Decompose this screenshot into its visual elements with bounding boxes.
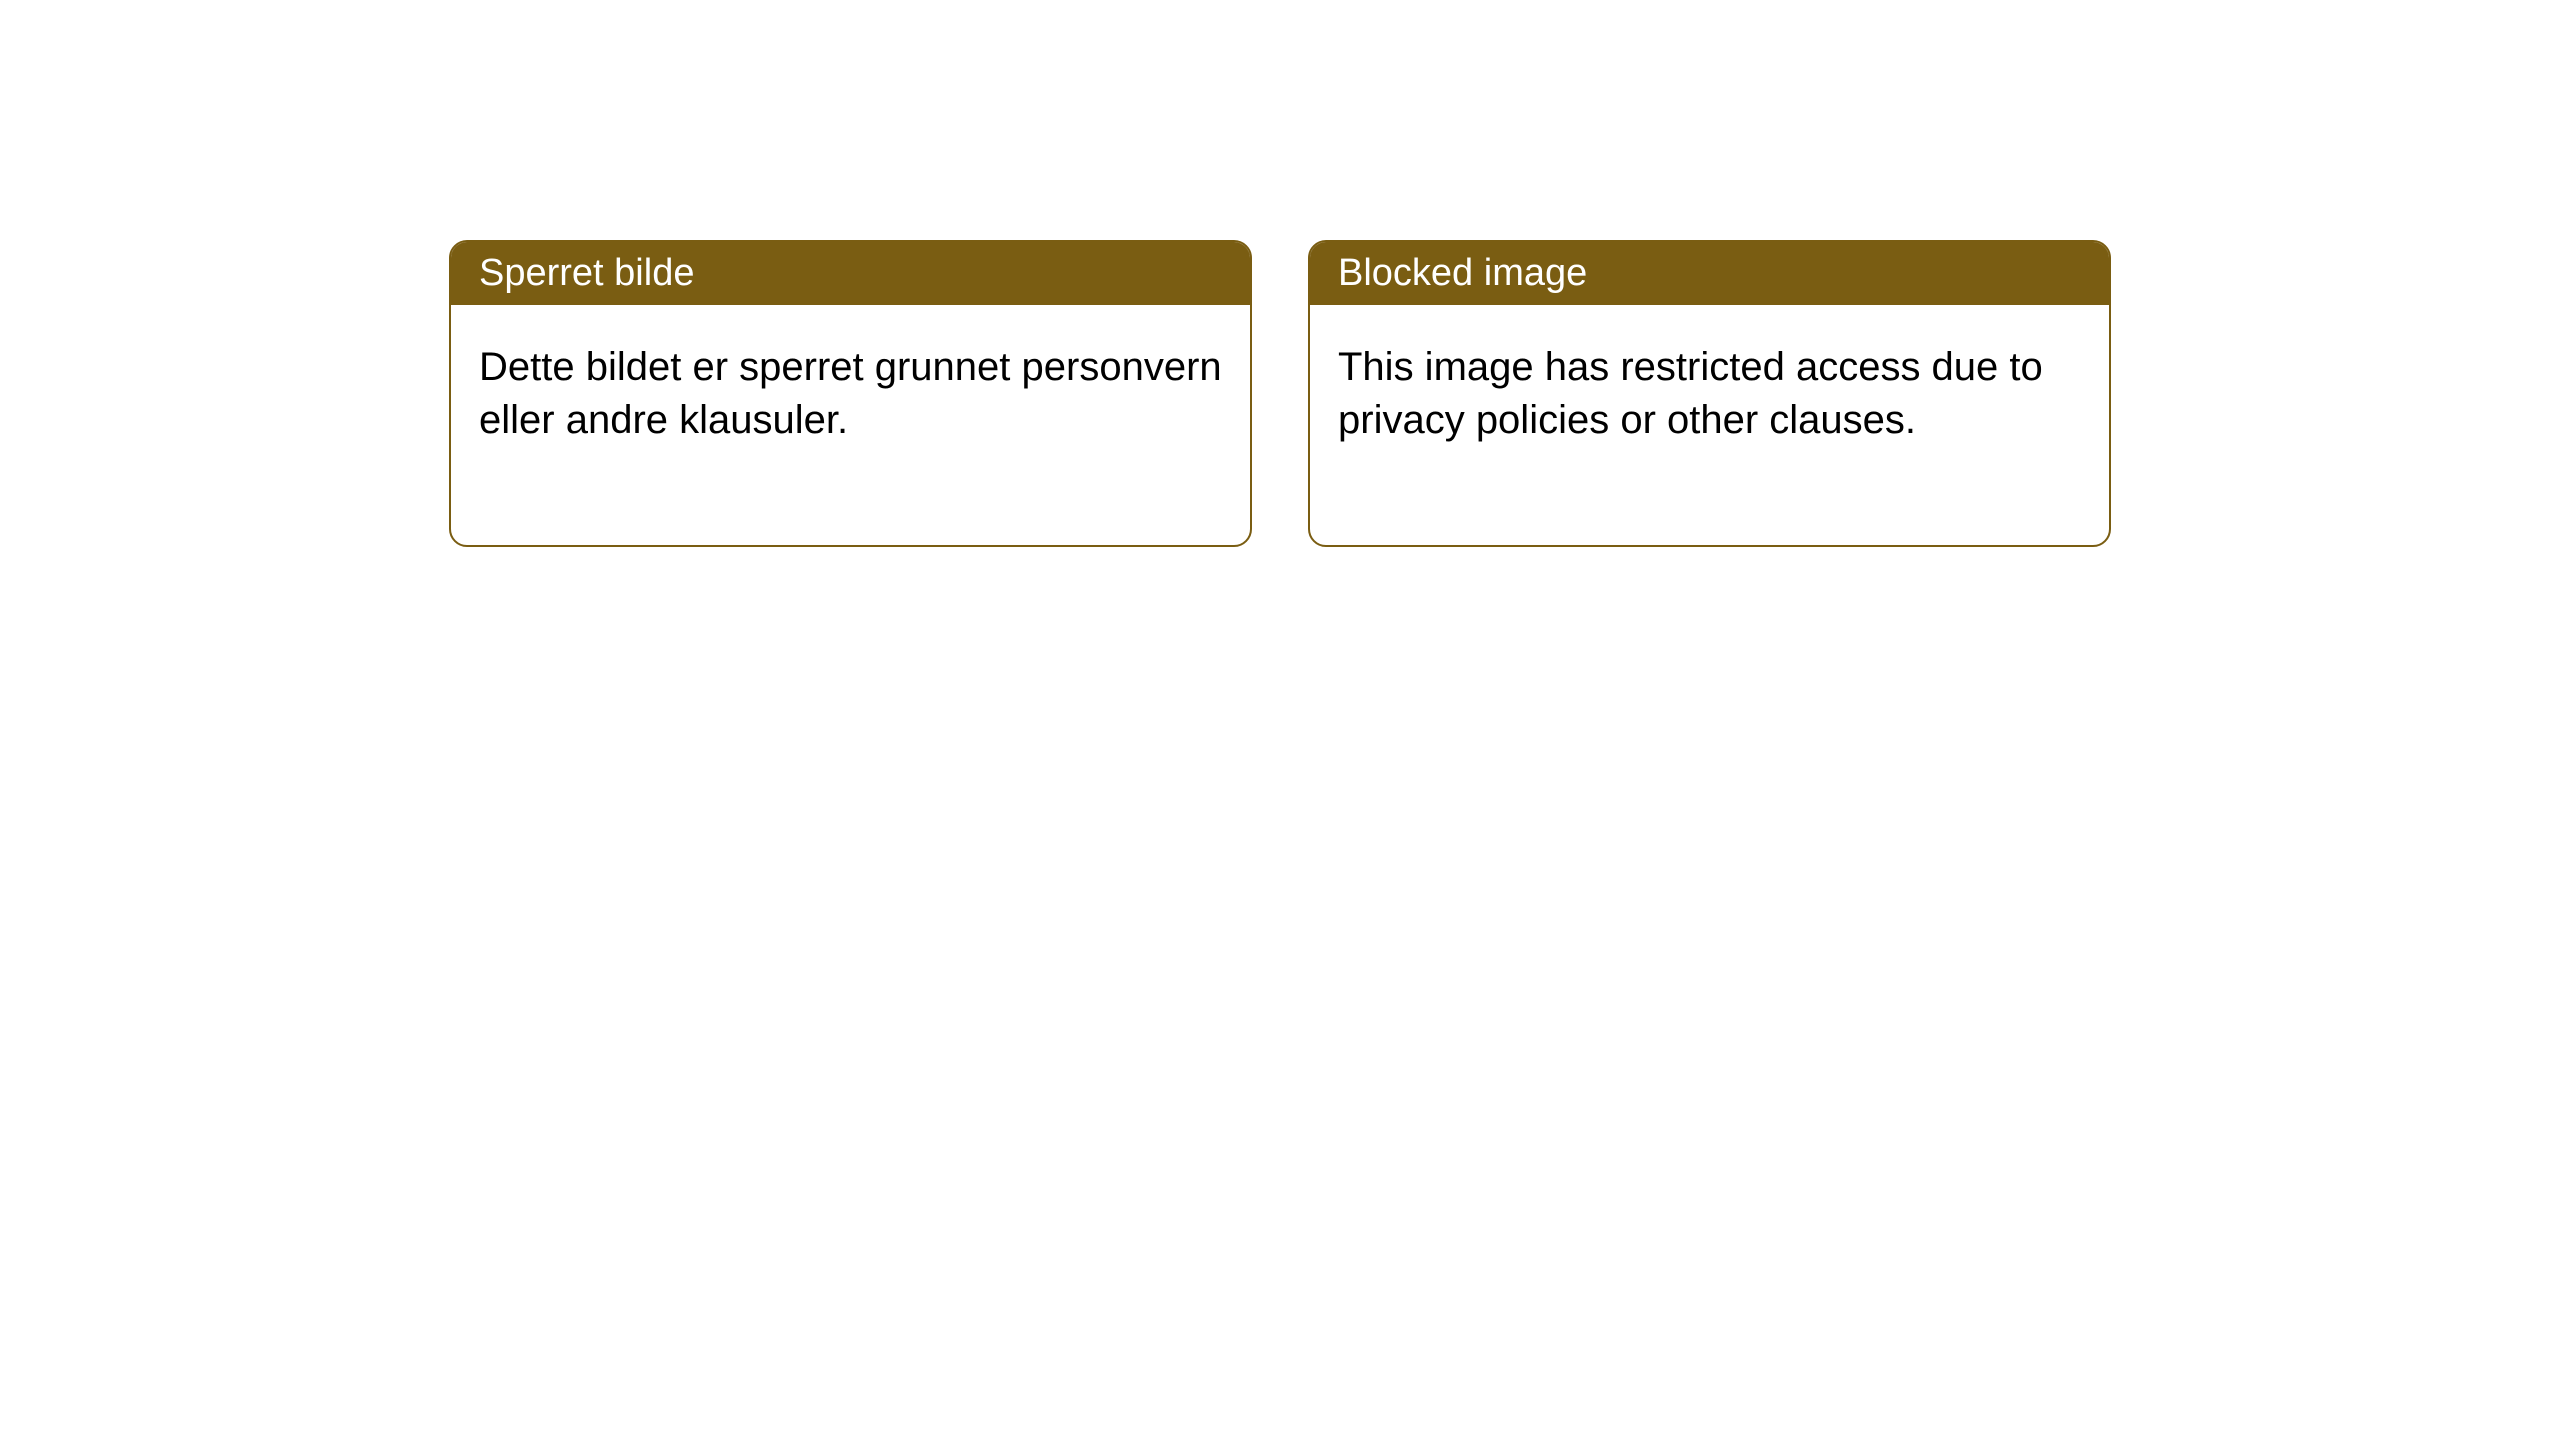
- notice-box-no: Sperret bilde Dette bildet er sperret gr…: [449, 240, 1252, 547]
- notice-header-no: Sperret bilde: [451, 242, 1250, 305]
- notice-body-en: This image has restricted access due to …: [1310, 305, 2109, 545]
- notice-container: Sperret bilde Dette bildet er sperret gr…: [449, 240, 2111, 547]
- notice-body-text-en: This image has restricted access due to …: [1338, 345, 2043, 442]
- notice-title-en: Blocked image: [1338, 252, 1587, 294]
- notice-body-no: Dette bildet er sperret grunnet personve…: [451, 305, 1250, 545]
- notice-body-text-no: Dette bildet er sperret grunnet personve…: [479, 345, 1222, 442]
- notice-title-no: Sperret bilde: [479, 252, 694, 294]
- notice-box-en: Blocked image This image has restricted …: [1308, 240, 2111, 547]
- notice-header-en: Blocked image: [1310, 242, 2109, 305]
